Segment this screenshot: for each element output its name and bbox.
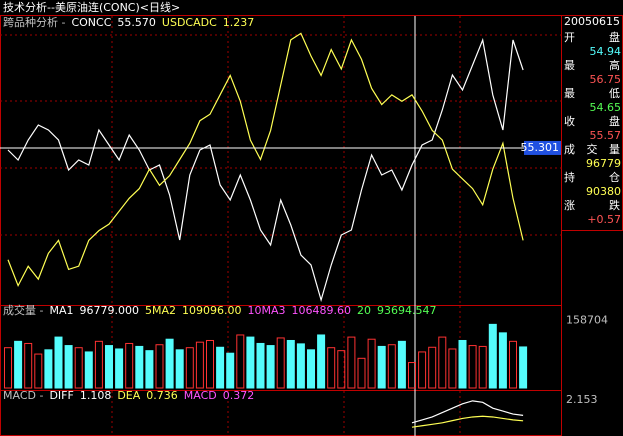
volume-bar <box>54 336 63 389</box>
legend-value: 96779.000 <box>79 304 139 317</box>
info-value: 90380 <box>586 185 621 198</box>
info-value: 54.94 <box>590 45 622 58</box>
info-value: 56.75 <box>590 73 622 86</box>
volume-bar <box>246 336 255 389</box>
volume-bar <box>84 351 93 389</box>
info-label: 成交量 <box>564 142 620 156</box>
volume-bar <box>519 346 528 389</box>
legend-value: 109096.00 <box>182 304 242 317</box>
legend-name: USDCADC <box>162 16 217 29</box>
legend-name: CONCC <box>71 16 111 29</box>
volume-bar <box>408 362 416 389</box>
volume-bar <box>478 345 487 389</box>
crosshair-label: 55.301 <box>521 141 560 154</box>
volume-bar <box>387 344 396 389</box>
volume-bar <box>34 353 43 389</box>
volume-bar <box>428 346 437 389</box>
legend-name: 20 <box>357 304 371 317</box>
volume-bar <box>155 344 164 389</box>
volume-bar <box>216 346 225 389</box>
volume-bar <box>44 349 53 389</box>
legend-value: 1.237 <box>223 16 255 29</box>
legend-name: MA1 <box>49 304 73 317</box>
volume-bar <box>418 351 427 389</box>
volume-bar <box>175 349 184 389</box>
volume-bar <box>135 345 144 389</box>
volume-bar <box>14 340 23 389</box>
legend-value: 0.372 <box>223 389 255 402</box>
crosshair-label-bg <box>524 140 561 155</box>
info-date: 20050615 <box>564 15 620 28</box>
volume-bar <box>206 339 214 389</box>
legend-value: 55.570 <box>117 16 156 29</box>
legend-value: 0.736 <box>146 389 178 402</box>
volume-bar <box>347 336 356 389</box>
volume-bar <box>397 340 406 389</box>
volume-bar <box>236 334 245 389</box>
volume-bar <box>276 337 285 389</box>
volume-bar <box>509 340 517 389</box>
volume-bar <box>74 347 83 389</box>
volume-bar <box>458 339 467 389</box>
volume-bar <box>94 340 103 389</box>
volume-bar <box>195 341 204 389</box>
volume-bar <box>115 348 124 389</box>
legend-name: 5MA2 <box>145 304 176 317</box>
info-value: 55.57 <box>590 129 622 142</box>
volume-bar <box>165 338 174 389</box>
y-tick-label: 158704 <box>566 314 608 327</box>
pane-label: 跨品种分析 - <box>3 15 65 29</box>
volume-bar <box>24 342 33 389</box>
pane-label: MACD - <box>3 389 43 402</box>
legend-name: DIFF <box>49 389 73 402</box>
macd-line <box>411 400 524 424</box>
volume-bar <box>377 345 386 389</box>
volume-bar <box>266 345 275 389</box>
volume-bar <box>448 348 457 389</box>
legend-value: 1.108 <box>80 389 112 402</box>
volume-bar <box>327 347 336 389</box>
volume-bar <box>488 323 497 389</box>
volume-bar <box>307 349 315 389</box>
info-value: 54.65 <box>590 101 622 114</box>
legend-value: 106489.60 <box>292 304 352 317</box>
pane-label: 成交量 - <box>3 303 43 317</box>
volume-bar <box>357 357 366 389</box>
volume-bar <box>498 332 507 389</box>
volume-bar <box>145 350 154 389</box>
volume-bar <box>468 345 477 389</box>
volume-bar <box>286 339 295 389</box>
legend-name: 10MA3 <box>248 304 286 317</box>
volume-bar <box>125 342 134 389</box>
info-value: +0.57 <box>587 213 621 226</box>
volume-bar <box>256 342 265 389</box>
volume-bar <box>185 347 194 389</box>
window-title: 技术分析--美原油连(CONC)<日线> <box>3 0 180 14</box>
y-tick-label: 2.153 <box>566 393 598 406</box>
volume-bar <box>317 334 326 389</box>
legend-name: DEA <box>117 389 140 402</box>
volume-bar <box>226 352 235 389</box>
volume-bar <box>296 343 305 389</box>
volume-bar <box>64 345 73 389</box>
macd-line <box>411 415 524 428</box>
price-line <box>7 32 524 288</box>
volume-bar <box>438 336 447 389</box>
info-value: 96779 <box>586 157 621 170</box>
legend-name: MACD <box>184 389 217 402</box>
legend-value: 93694.547 <box>377 304 437 317</box>
volume-bar <box>367 338 376 389</box>
volume-bar <box>4 347 12 389</box>
volume-bar <box>337 350 346 389</box>
volume-bar <box>105 345 113 389</box>
